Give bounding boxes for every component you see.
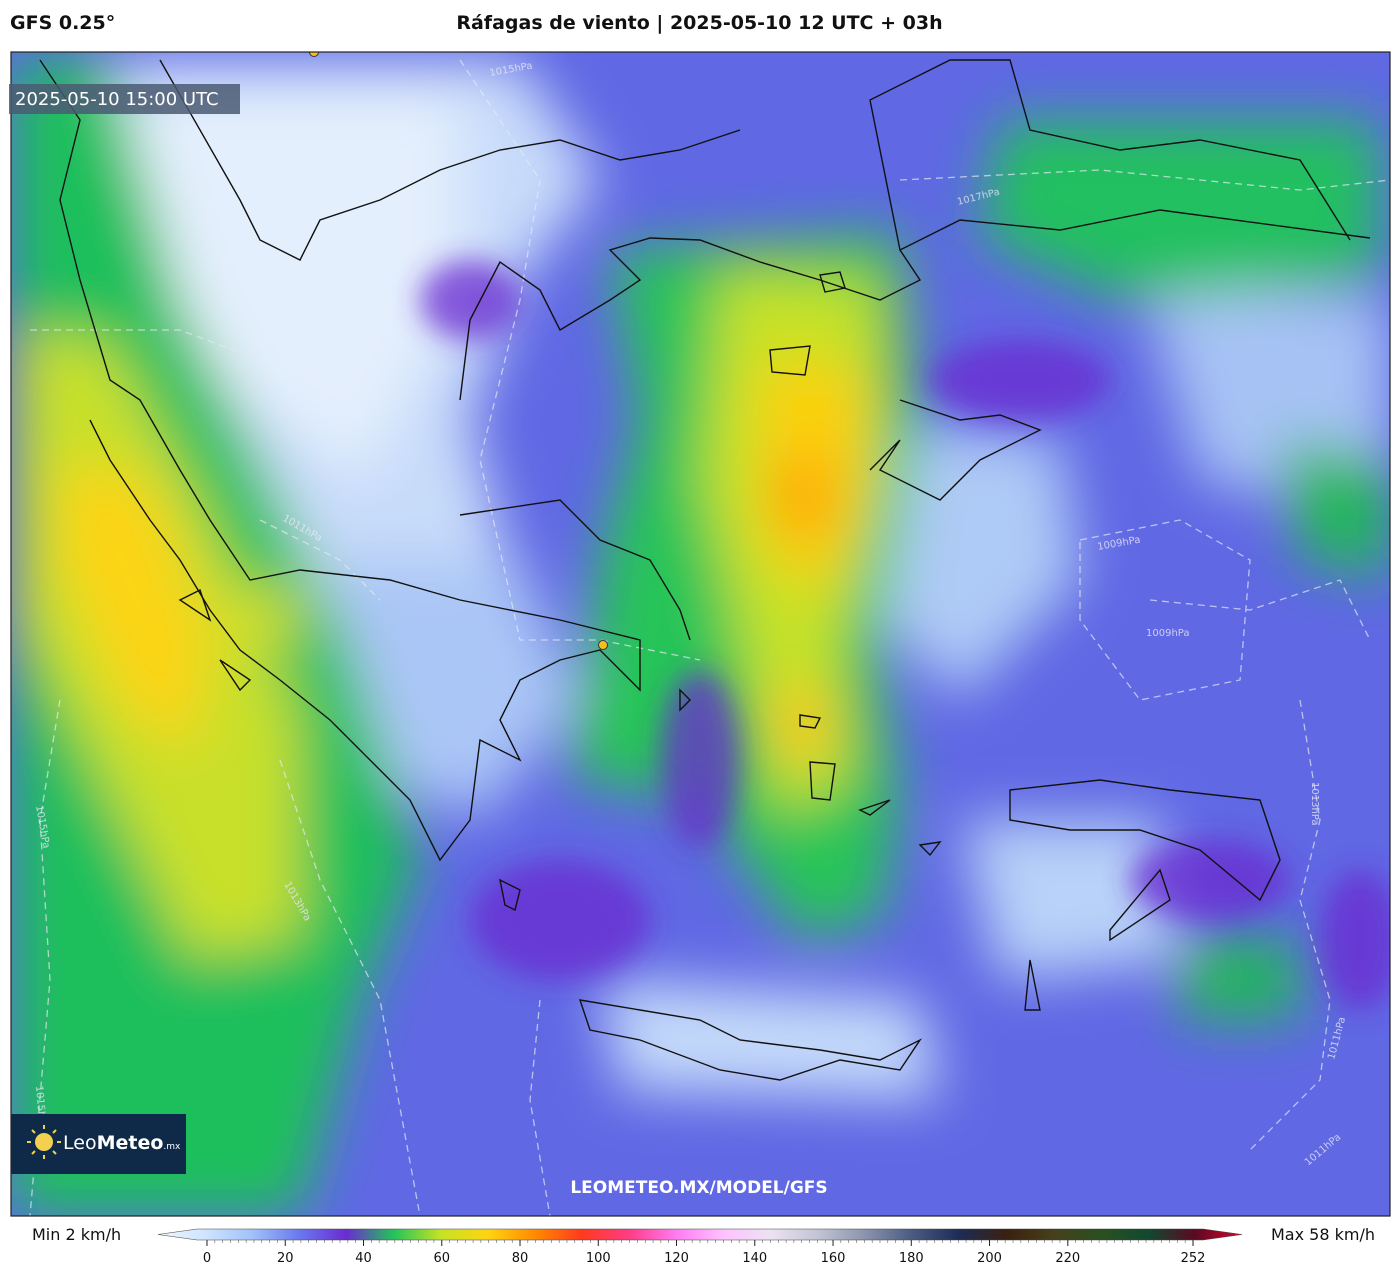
valid-time: 2025-05-10 15:00 UTC — [15, 89, 219, 110]
tick-label: 20 — [277, 1251, 294, 1264]
coastlines — [39, 59, 1371, 1081]
isobars — [29, 59, 1390, 1216]
isobar-label: 1013hPa — [1309, 782, 1320, 826]
colorbar-max: Max 58 km/h — [1271, 1225, 1375, 1244]
tick-label: 100 — [586, 1251, 611, 1264]
svg-text:LeoMeteo.mx: LeoMeteo.mx — [63, 1132, 181, 1154]
tick-label: 200 — [977, 1251, 1002, 1264]
tick-label: 60 — [433, 1251, 450, 1264]
tick-label: 80 — [512, 1251, 529, 1264]
tick-label: 120 — [664, 1251, 689, 1264]
isobar-label: 1009hPa — [1146, 628, 1190, 639]
colorbar-min: Min 2 km/h — [32, 1225, 121, 1244]
logo-text: Meteo — [97, 1132, 164, 1154]
wind-field: 1017hPa 1009hPa 1009hPa 1013hPa 1011hPa … — [11, 52, 1390, 1216]
marker — [598, 640, 608, 650]
marker — [309, 52, 319, 57]
colorbar-body — [157, 1228, 1243, 1241]
tick-label: 160 — [821, 1251, 846, 1264]
logo: LeoMeteo.mx — [11, 1114, 186, 1174]
chart-title: Ráfagas de viento | 2025-05-10 12 UTC + … — [456, 12, 943, 34]
logo-text: Leo — [63, 1132, 97, 1154]
tick-label: 220 — [1055, 1251, 1080, 1264]
watermark: LEOMETEO.MX/MODEL/GFS — [570, 1178, 827, 1198]
tick-label: 180 — [899, 1251, 924, 1264]
tick-label: 0 — [203, 1251, 211, 1264]
tick-label: 140 — [742, 1251, 767, 1264]
tick-label: 252 — [1181, 1251, 1206, 1264]
colorbar: 0 20 40 60 80 100 120 140 160 180 200 220 252 — [157, 1228, 1243, 1264]
logo-text: .mx — [163, 1142, 181, 1152]
tick-label: 40 — [355, 1251, 372, 1264]
model-label: GFS 0.25° — [10, 12, 116, 34]
